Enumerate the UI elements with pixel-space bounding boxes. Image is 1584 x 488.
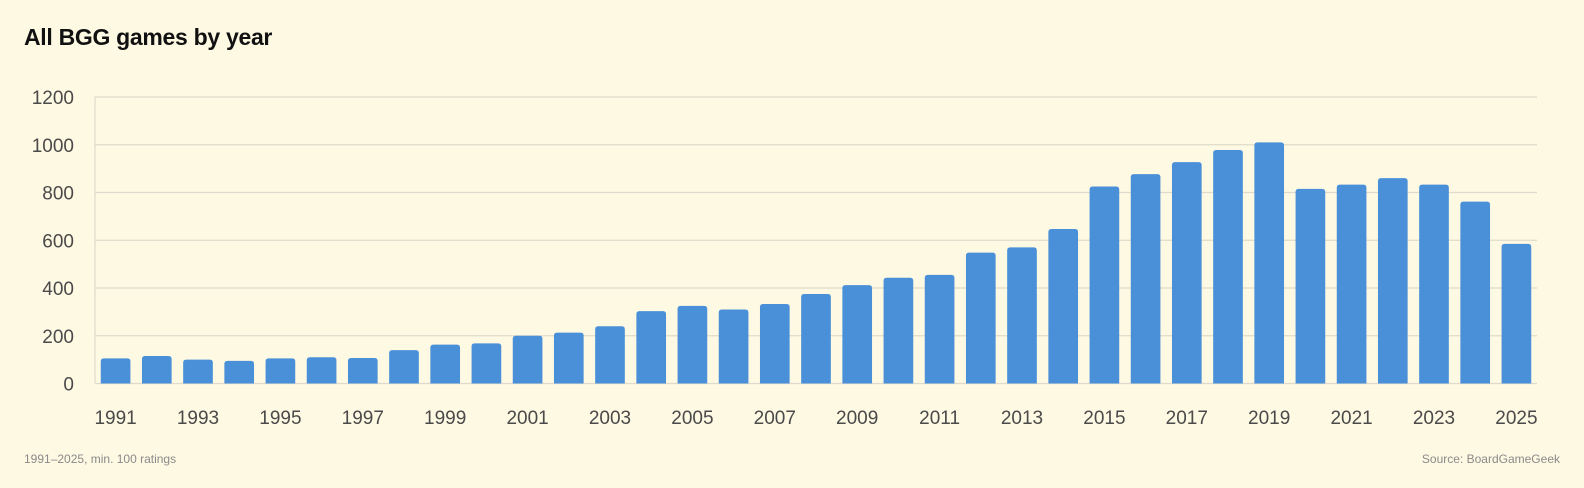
bar-2006 — [718, 309, 749, 384]
x-tick-label: 2005 — [671, 408, 713, 429]
bar-2013 — [1007, 247, 1037, 384]
x-tick-label: 2003 — [589, 408, 631, 429]
x-tick-label: 1997 — [342, 408, 384, 429]
bar-1996 — [306, 357, 337, 384]
bar-2016 — [1130, 174, 1161, 384]
x-tick-label: 1993 — [177, 408, 219, 429]
chart-footnote: 1991–2025, min. 100 ratings — [24, 452, 177, 466]
bar-2011 — [924, 274, 955, 384]
bars — [100, 142, 1532, 384]
x-tick-label: 2007 — [754, 408, 796, 429]
x-tick-label: 2023 — [1413, 408, 1455, 429]
bar-1998 — [389, 350, 419, 384]
x-tick-label: 2015 — [1083, 408, 1125, 429]
y-tick-label: 800 — [42, 184, 74, 205]
chart-source: Source: BoardGameGeek — [1421, 452, 1560, 466]
bar-1995 — [265, 358, 296, 384]
bar-2023 — [1419, 184, 1449, 384]
bar-2003 — [595, 326, 625, 384]
x-tick-label: 2019 — [1248, 408, 1290, 429]
bar-1993 — [183, 359, 213, 384]
bar-2014 — [1048, 229, 1079, 384]
y-axis-ticks: 0 200 400 600 800 1000 1200 — [32, 88, 74, 396]
x-tick-label: 1991 — [94, 408, 136, 429]
bar-2020 — [1295, 188, 1326, 384]
bar-2004 — [636, 311, 667, 384]
bar-2010 — [883, 277, 914, 384]
x-tick-label: 2001 — [506, 408, 548, 429]
bar-2017 — [1171, 162, 1202, 384]
bar-2012 — [965, 252, 996, 384]
y-tick-label: 0 — [63, 375, 74, 396]
bar-2007 — [759, 303, 790, 384]
bar-1997 — [347, 357, 378, 384]
x-tick-label: 2025 — [1495, 408, 1537, 429]
x-tick-label: 2021 — [1330, 408, 1372, 429]
x-tick-label: 2013 — [1001, 408, 1043, 429]
x-tick-label: 2009 — [836, 408, 878, 429]
y-tick-label: 1000 — [32, 136, 74, 157]
bar-2008 — [801, 293, 831, 384]
bar-2024 — [1460, 201, 1491, 384]
bar-2022 — [1377, 178, 1408, 384]
bar-2001 — [512, 335, 543, 384]
chart-title: All BGG games by year — [24, 24, 273, 50]
bar-2025 — [1501, 243, 1532, 384]
x-tick-label: 1999 — [424, 408, 466, 429]
y-tick-label: 400 — [42, 279, 74, 300]
bar-1994 — [224, 360, 255, 384]
bar-2000 — [471, 343, 502, 384]
y-tick-label: 600 — [42, 231, 74, 252]
bar-2018 — [1213, 150, 1243, 384]
bar-1992 — [141, 356, 172, 384]
y-tick-label: 200 — [42, 327, 74, 348]
bar-2015 — [1089, 186, 1120, 384]
bar-2021 — [1336, 184, 1367, 384]
bar-2002 — [553, 332, 584, 384]
bar-2019 — [1254, 142, 1285, 384]
x-axis-ticks: 1991 1993 1995 1997 1999 2001 2003 2005 2007 2009… — [94, 408, 1537, 429]
bar-2009 — [842, 285, 873, 384]
y-tick-label: 1200 — [32, 88, 74, 109]
bar-1991 — [100, 358, 131, 384]
bar-1999 — [430, 344, 461, 384]
x-tick-label: 2017 — [1166, 408, 1208, 429]
bar-2005 — [677, 305, 708, 384]
x-tick-label: 2011 — [919, 408, 960, 429]
x-tick-label: 1995 — [259, 408, 301, 429]
